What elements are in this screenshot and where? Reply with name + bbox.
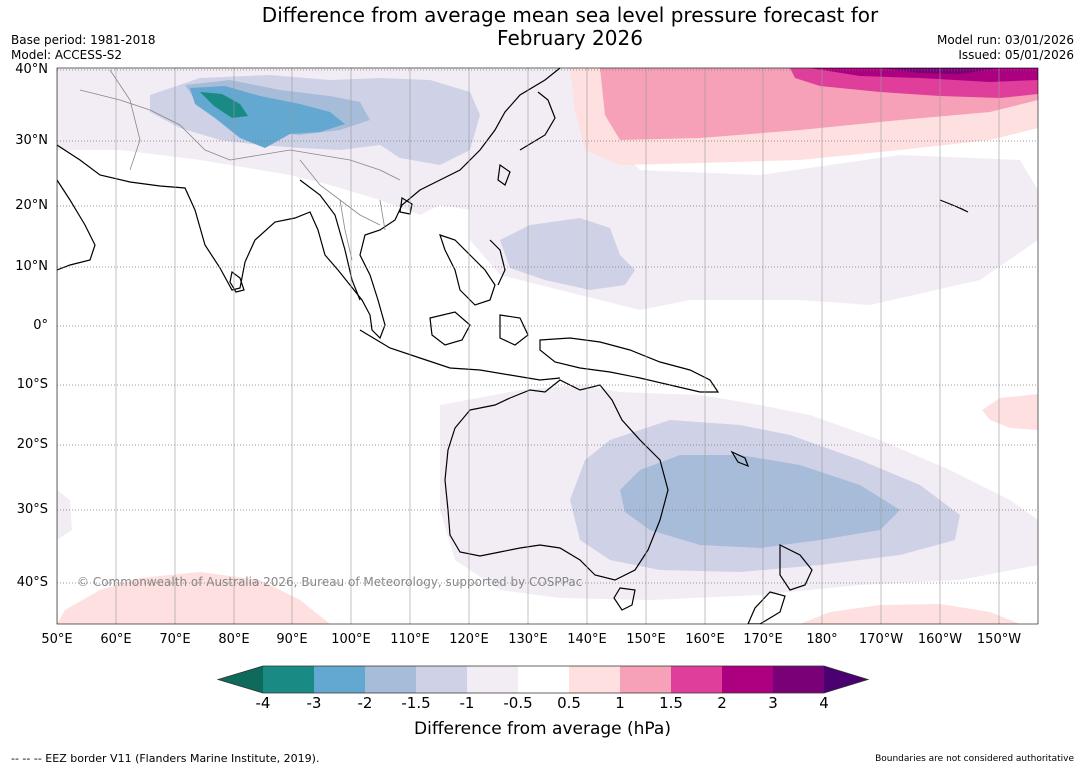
lon-label: 180° xyxy=(806,632,838,647)
colorbar-tick-label: 4 xyxy=(819,694,829,712)
colorbar-tick-label: -3 xyxy=(306,694,322,712)
lon-label: 50°E xyxy=(41,632,73,647)
anomaly-region-very-strong-positive-northeast xyxy=(810,68,1038,82)
issued-date: Issued: 05/01/2026 xyxy=(958,48,1074,62)
anomaly-region-positive-southeast xyxy=(800,604,1020,624)
lon-label: 170°W xyxy=(858,632,904,647)
lat-label: 40°N xyxy=(15,62,48,77)
colorbar-bin xyxy=(569,666,620,693)
anomaly-region-moderate-negative-australia xyxy=(620,455,900,548)
country-borders xyxy=(79,69,401,261)
model-run: Model run: 03/01/2026 xyxy=(936,33,1074,47)
lon-label: 110°E xyxy=(390,632,430,647)
colorbar-tick-label: -1.5 xyxy=(401,694,431,712)
lat-label: 20°S xyxy=(16,437,48,452)
model-name: Model: ACCESS-S2 xyxy=(11,48,123,62)
colorbar-tick-label: 0.5 xyxy=(557,694,581,712)
lat-label: 30°N xyxy=(15,133,48,148)
colorbar-tick-label: -1 xyxy=(459,694,475,712)
colorbar-bin xyxy=(263,666,314,693)
lat-label: 10°S xyxy=(16,377,48,392)
page-title: Difference from average mean sea level p… xyxy=(0,4,1085,50)
colorbar-bin xyxy=(416,666,467,693)
colorbar-bin xyxy=(773,666,824,693)
lon-label: 140°E xyxy=(567,632,607,647)
colorbar-bin xyxy=(722,666,773,693)
lat-label: 30°S xyxy=(16,502,48,517)
colorbar-bin xyxy=(620,666,671,693)
title-line-2: February 2026 xyxy=(497,26,643,50)
australia-outline xyxy=(444,379,669,581)
anomaly-region-positive-southwest xyxy=(57,572,330,624)
lon-label: 150°E xyxy=(626,632,666,647)
lat-label: 0° xyxy=(33,318,48,333)
colorbar-tick-label: -4 xyxy=(255,694,271,712)
colorbar-bin xyxy=(467,666,518,693)
anomaly-region-positive-east xyxy=(982,394,1038,430)
anomaly-region-light-negative-west xyxy=(57,490,72,540)
lon-label: 100°E xyxy=(331,632,371,647)
lon-label: 130°E xyxy=(508,632,548,647)
colorbar-bin xyxy=(365,666,416,693)
copyright-notice: © Commonwealth of Australia 2026, Bureau… xyxy=(77,575,582,589)
lon-label: 150°W xyxy=(976,632,1022,647)
lat-label: 40°S xyxy=(16,575,48,590)
anomaly-region-very-strong-negative xyxy=(200,92,248,118)
meridians xyxy=(57,68,1000,624)
lat-label: 20°N xyxy=(15,198,48,213)
colorbar xyxy=(216,665,870,694)
lon-label: 90°E xyxy=(276,632,308,647)
colorbar-bin xyxy=(518,666,569,693)
lon-label: 120°E xyxy=(449,632,489,647)
lon-label: 170°E xyxy=(743,632,783,647)
anomaly-region-negative-pacific xyxy=(500,218,635,290)
base-period: Base period: 1981-2018 xyxy=(11,33,156,47)
lon-label: 70°E xyxy=(159,632,191,647)
coastlines xyxy=(57,68,969,624)
meta-right: Model run: 03/01/2026 Issued: 05/01/2026 xyxy=(937,33,1074,63)
lon-label: 80°E xyxy=(218,632,250,647)
colorbar-tick-label: 1 xyxy=(615,694,625,712)
colorbar-tick-label: -0.5 xyxy=(503,694,533,712)
lat-label: 10°N xyxy=(15,259,48,274)
lon-label: 160°E xyxy=(685,632,725,647)
colorbar-frame xyxy=(216,665,870,694)
lon-label: 160°W xyxy=(917,632,963,647)
colorbar-over-arrow xyxy=(824,666,868,693)
map-frame xyxy=(56,67,1039,625)
pressure-anomaly-field: © Commonwealth of Australia 2026, Bureau… xyxy=(57,68,1038,624)
colorbar-bin xyxy=(671,666,722,693)
meta-left: Base period: 1981-2018 Model: ACCESS-S2 xyxy=(11,33,156,63)
boundary-disclaimer: Boundaries are not considered authoritat… xyxy=(875,754,1074,764)
colorbar-tick-label: 1.5 xyxy=(659,694,683,712)
colorbar-tick-label: 3 xyxy=(768,694,778,712)
colorbar-under-arrow xyxy=(218,666,263,693)
colorbar-tick-label: 2 xyxy=(717,694,727,712)
colorbar-bin xyxy=(314,666,365,693)
title-line-1: Difference from average mean sea level p… xyxy=(261,3,879,27)
colorbar-tick-label: -2 xyxy=(357,694,373,712)
colorbar-label: Difference from average (hPa) xyxy=(414,719,671,739)
lon-label: 60°E xyxy=(100,632,132,647)
eez-legend: -- -- -- EEZ border V11 (Flanders Marine… xyxy=(11,752,320,765)
